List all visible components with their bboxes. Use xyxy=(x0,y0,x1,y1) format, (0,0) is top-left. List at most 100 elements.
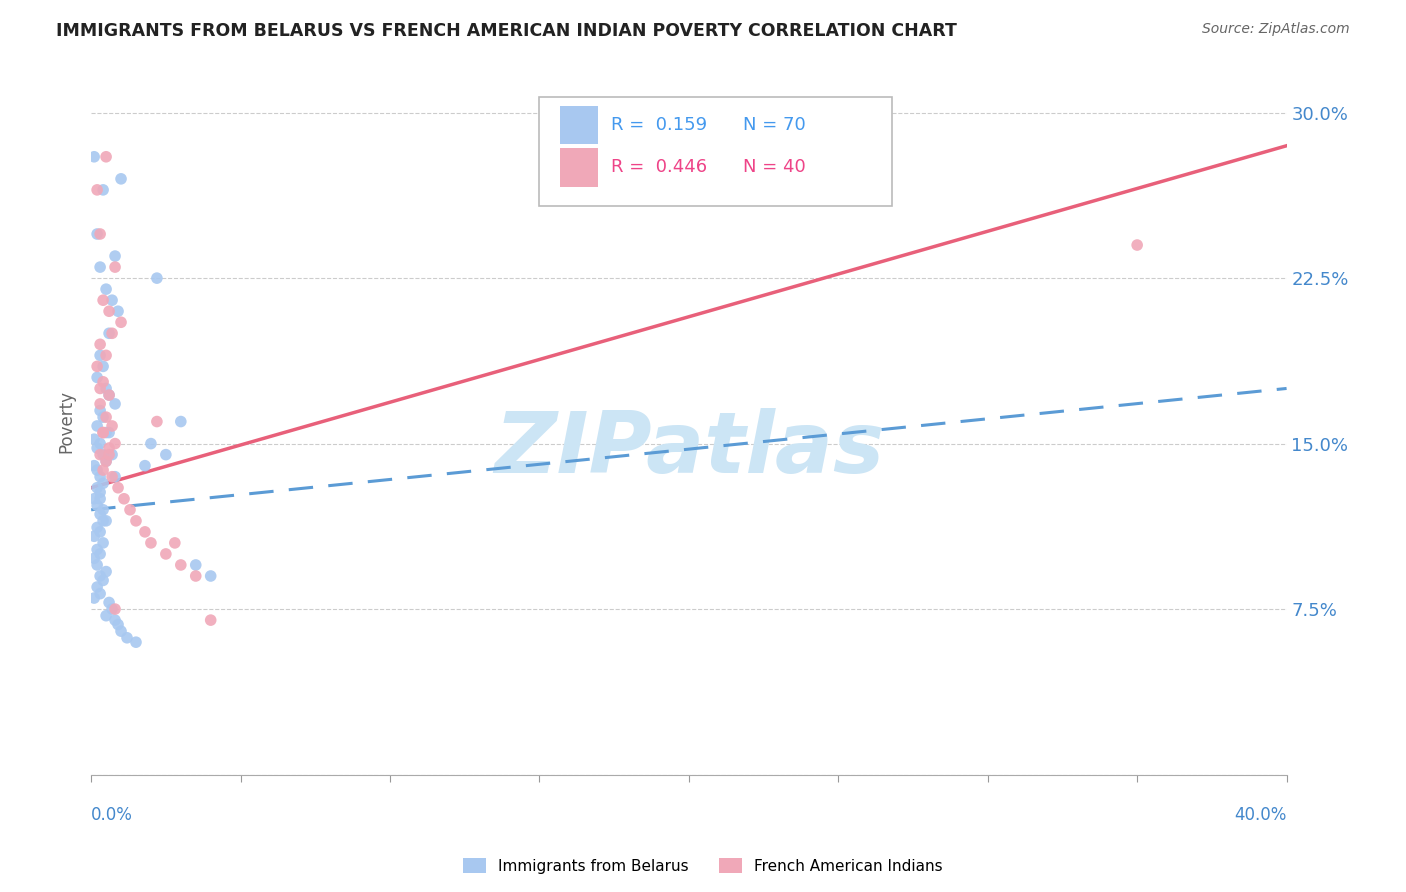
Point xyxy=(83,150,105,164)
Point xyxy=(110,624,132,639)
FancyBboxPatch shape xyxy=(560,105,598,145)
Point xyxy=(101,448,124,462)
Point xyxy=(98,448,121,462)
Point xyxy=(101,326,124,341)
Point xyxy=(86,370,108,384)
Point xyxy=(125,514,148,528)
Point xyxy=(91,375,114,389)
Point xyxy=(89,569,111,583)
Text: R =  0.159: R = 0.159 xyxy=(612,116,707,134)
Point xyxy=(91,536,114,550)
Point xyxy=(112,491,135,506)
Point xyxy=(86,463,108,477)
Point xyxy=(91,514,114,528)
Point xyxy=(91,574,114,588)
Point xyxy=(170,558,193,572)
Point xyxy=(86,520,108,534)
Point xyxy=(83,591,105,605)
Point xyxy=(89,397,111,411)
Point xyxy=(89,260,111,274)
Legend: Immigrants from Belarus, French American Indians: Immigrants from Belarus, French American… xyxy=(457,852,949,880)
Point xyxy=(184,569,207,583)
Point xyxy=(86,499,108,513)
Point xyxy=(89,403,111,417)
Point xyxy=(98,304,121,318)
Point xyxy=(91,503,114,517)
Point xyxy=(200,569,222,583)
Point xyxy=(83,458,105,473)
Point xyxy=(94,565,117,579)
Point xyxy=(101,293,124,308)
Point xyxy=(89,491,111,506)
Point xyxy=(139,536,162,550)
Point xyxy=(107,481,129,495)
FancyBboxPatch shape xyxy=(560,148,598,186)
Point xyxy=(86,359,108,374)
Point xyxy=(83,432,105,446)
Point xyxy=(134,524,156,539)
Point xyxy=(118,503,141,517)
Text: ZIPatlas: ZIPatlas xyxy=(494,409,884,491)
Point xyxy=(104,469,127,483)
Text: 0.0%: 0.0% xyxy=(91,806,134,824)
Point xyxy=(86,542,108,557)
Point xyxy=(89,469,111,483)
Text: IMMIGRANTS FROM BELARUS VS FRENCH AMERICAN INDIAN POVERTY CORRELATION CHART: IMMIGRANTS FROM BELARUS VS FRENCH AMERIC… xyxy=(56,22,957,40)
Point xyxy=(89,547,111,561)
Point xyxy=(89,485,111,500)
Point xyxy=(170,415,193,429)
Point xyxy=(98,441,121,455)
Point xyxy=(101,469,124,483)
Point xyxy=(98,595,121,609)
Point xyxy=(134,458,156,473)
Point xyxy=(94,282,117,296)
Point xyxy=(115,631,138,645)
Point xyxy=(86,481,108,495)
Point xyxy=(104,436,127,450)
Point xyxy=(86,227,108,241)
Point xyxy=(94,454,117,468)
Point xyxy=(94,514,117,528)
Point xyxy=(98,326,121,341)
Text: N = 40: N = 40 xyxy=(742,159,806,177)
Point xyxy=(91,425,114,440)
Point xyxy=(91,476,114,491)
Point xyxy=(184,558,207,572)
Point xyxy=(98,425,121,440)
Point xyxy=(107,304,129,318)
Point xyxy=(83,551,105,566)
Point xyxy=(163,536,186,550)
Point xyxy=(1126,238,1149,252)
Point xyxy=(86,419,108,434)
Point xyxy=(155,547,177,561)
Point xyxy=(94,410,117,425)
Point xyxy=(94,150,117,164)
Point xyxy=(94,608,117,623)
Point xyxy=(86,441,108,455)
Text: Source: ZipAtlas.com: Source: ZipAtlas.com xyxy=(1202,22,1350,37)
Point xyxy=(101,602,124,616)
Point xyxy=(91,183,114,197)
Point xyxy=(146,271,169,285)
Point xyxy=(104,397,127,411)
Point xyxy=(146,415,169,429)
Point xyxy=(89,507,111,521)
Point xyxy=(91,448,114,462)
Text: 40.0%: 40.0% xyxy=(1234,806,1286,824)
Point xyxy=(107,617,129,632)
Point xyxy=(101,419,124,434)
Point xyxy=(91,293,114,308)
Point xyxy=(94,348,117,362)
Point xyxy=(94,381,117,395)
Point xyxy=(89,587,111,601)
Y-axis label: Poverty: Poverty xyxy=(58,390,75,453)
Point xyxy=(125,635,148,649)
Point xyxy=(89,337,111,351)
Point xyxy=(83,491,105,506)
Point xyxy=(104,602,127,616)
Point xyxy=(104,260,127,274)
Point xyxy=(155,448,177,462)
Point xyxy=(89,227,111,241)
Point xyxy=(89,381,111,395)
Point xyxy=(89,436,111,450)
